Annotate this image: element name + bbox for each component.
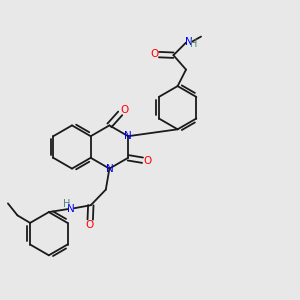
Text: N: N	[67, 203, 74, 214]
Text: O: O	[85, 220, 94, 230]
Text: N: N	[184, 37, 192, 47]
Text: O: O	[150, 49, 158, 59]
Text: H: H	[190, 39, 197, 49]
Text: O: O	[143, 156, 152, 166]
Text: H: H	[63, 199, 70, 209]
Text: N: N	[124, 131, 132, 141]
Text: O: O	[120, 105, 128, 116]
Text: N: N	[106, 164, 113, 174]
